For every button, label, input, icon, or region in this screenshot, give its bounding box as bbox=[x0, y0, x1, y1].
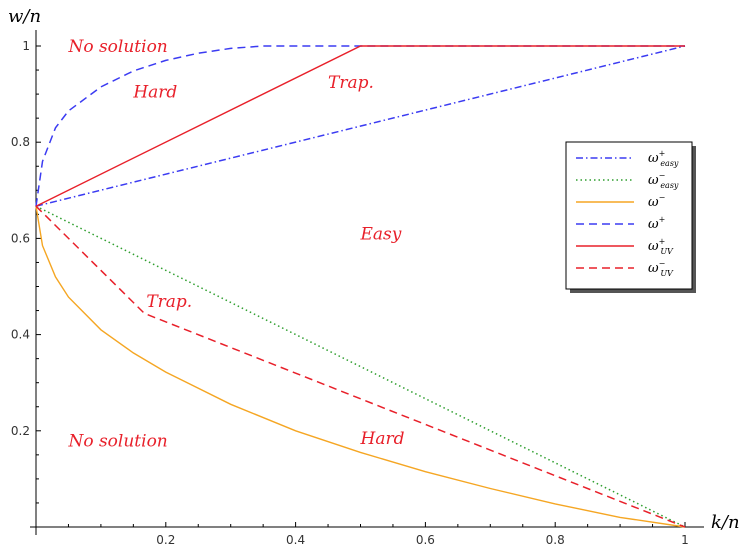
region-label: Hard bbox=[132, 83, 177, 103]
y-tick-label: 0.6 bbox=[11, 231, 30, 245]
legend-label: ω+ bbox=[648, 215, 665, 232]
x-tick-label: 0.6 bbox=[416, 533, 435, 547]
y-tick-label: 0.2 bbox=[11, 424, 30, 438]
series-line-2 bbox=[35, 206, 686, 528]
x-axis-label: k/n bbox=[711, 512, 740, 533]
region-label: Easy bbox=[360, 225, 402, 245]
series-line-4 bbox=[35, 45, 685, 207]
x-tick-label: 0.8 bbox=[546, 533, 565, 547]
series-line-0 bbox=[35, 45, 686, 207]
x-tick-label: 0.4 bbox=[286, 533, 305, 547]
y-axis-label: w/n bbox=[8, 6, 41, 27]
region-label: Trap. bbox=[146, 292, 192, 312]
region-label: Hard bbox=[360, 429, 405, 449]
y-tick-label: 0.4 bbox=[11, 328, 30, 342]
series-line-5 bbox=[35, 205, 686, 528]
y-tick-label: 1 bbox=[22, 39, 30, 53]
region-label: No solution bbox=[67, 37, 167, 57]
region-label: No solution bbox=[67, 431, 167, 451]
legend-label: ω− easy bbox=[648, 171, 679, 190]
legend: ω+ easy ω− easy ω− ω+ ω+ UV ω− UV bbox=[565, 141, 696, 293]
legend-label: ω+ easy bbox=[648, 149, 679, 168]
legend-label: ω+ UV bbox=[648, 237, 674, 256]
x-tick-label: 0.2 bbox=[156, 533, 175, 547]
x-tick-label: 1 bbox=[681, 533, 689, 547]
series-line-3 bbox=[35, 45, 685, 207]
legend-label: ω− UV bbox=[648, 259, 674, 278]
y-tick-label: 0.8 bbox=[11, 135, 30, 149]
legend-label: ω− bbox=[648, 193, 665, 210]
region-label: Trap. bbox=[328, 73, 374, 93]
series-line-1 bbox=[35, 205, 686, 528]
